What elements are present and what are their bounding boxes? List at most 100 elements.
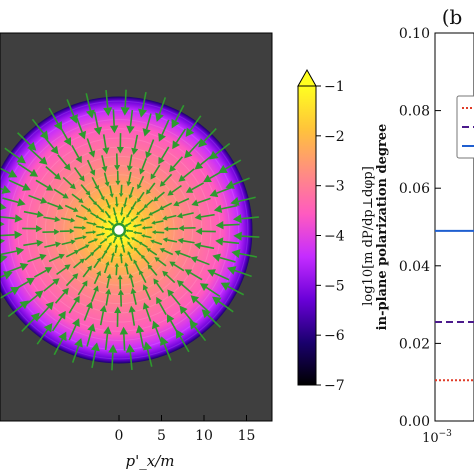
polarization-arrow: [130, 215, 139, 222]
y-tick-label: 0.06: [399, 181, 430, 197]
polarization-arrow: [158, 202, 173, 210]
panel-label-b: (b: [442, 5, 463, 29]
polarization-arrow: [96, 232, 106, 237]
polarization-arrow: [140, 254, 150, 265]
colorbar-ticks: −1 −2 −3 −4 −5 −6 −7: [316, 79, 345, 394]
colorbar-tick-label: −1: [324, 79, 345, 95]
polarization-arrow: [133, 247, 142, 256]
polarization-arrow: [160, 336, 172, 361]
polarization-arrow: [220, 282, 245, 296]
polarization-arrow: [233, 231, 260, 241]
polarization-arrow: [131, 134, 139, 155]
polarization-arrow: [201, 309, 221, 328]
polarization-arrow: [93, 111, 102, 136]
momentum-heatmap-panel: 0 5 10 15 p'_x/m: [0, 32, 273, 470]
polarization-arrow: [125, 344, 135, 370]
polarization-arrow: [75, 214, 88, 221]
polarization-arrow: [184, 269, 203, 281]
polarization-arrow: [77, 280, 88, 296]
colorbar-tick-label: −3: [324, 179, 345, 195]
polarization-arrow: [128, 273, 135, 288]
polarization-arrow: [151, 230, 165, 235]
polarization-arrows: [0, 89, 260, 371]
polarization-arrow: [103, 261, 110, 274]
polarization-arrow: [115, 170, 121, 186]
polarization-arrow: [98, 217, 107, 223]
polarization-arrow: [103, 172, 110, 187]
polarization-arrow: [120, 206, 124, 217]
polarization-arrow: [0, 214, 23, 223]
polarization-arrow: [146, 248, 158, 256]
polarization-arrow: [29, 148, 48, 165]
polarization-arrow: [143, 341, 153, 367]
polarization-arrow: [116, 133, 124, 154]
polarization-arrow: [126, 209, 132, 218]
polarization-arrow: [8, 179, 31, 191]
polarization-arrow: [73, 225, 87, 230]
y-tick-label: 0.04: [399, 259, 430, 275]
contour-ring: [63, 174, 175, 286]
polarization-arrow: [90, 342, 100, 369]
polarization-arrow: [126, 171, 132, 187]
contour-ring: [26, 137, 212, 323]
polarization-arrow: [62, 176, 76, 190]
polarization-arrow: [106, 273, 112, 289]
polarization-arrow: [74, 235, 87, 240]
polarization-arrow: [218, 159, 242, 174]
polarization-arrow: [33, 267, 53, 278]
polarization-arrow: [0, 167, 18, 178]
polarization-arrow: [43, 278, 60, 292]
polarization-arrow: [138, 241, 148, 248]
colorbar-extend-arrow: [297, 68, 317, 87]
polarization-arrow: [106, 233, 114, 238]
polarization-arrow: [189, 320, 207, 342]
polarization-arrow: [143, 199, 154, 209]
polarization-arrow: [88, 195, 98, 206]
polarization-arrow: [109, 109, 119, 134]
polarization-arrow: [17, 162, 39, 177]
y-tick-label: 0.00: [399, 414, 430, 430]
polarization-arrow: [83, 301, 93, 321]
polarization-arrow: [91, 285, 99, 302]
polarization-arrow: [121, 216, 126, 225]
polarization-arrow: [101, 249, 108, 259]
colorbar-tick-label: −5: [324, 278, 345, 294]
polarization-arrow: [141, 234, 152, 239]
polarization-arrow: [0, 286, 20, 300]
contour-ring: [72, 183, 166, 277]
colorbar-gradient: [297, 85, 317, 386]
polarization-arrow: [213, 204, 238, 213]
polarization-arrow: [48, 253, 65, 263]
polarization-arrow: [23, 210, 44, 218]
polarization-arrow: [130, 287, 137, 305]
polarization-arrow: [85, 93, 95, 119]
polarization-arrow: [177, 237, 195, 244]
polarization-arrow: [125, 229, 134, 233]
polarization-arrow: [190, 295, 209, 312]
heatmap-x-ticks: 0 5 10 15: [115, 415, 255, 444]
polarization-arrow: [231, 249, 258, 259]
polarization-arrow: [114, 243, 118, 254]
polarization-arrow: [64, 204, 79, 212]
polarization-arrow: [139, 216, 151, 222]
polarization-arrow: [110, 252, 115, 263]
polarization-arrow: [93, 244, 102, 253]
polarization-arrow: [42, 228, 60, 235]
polarization-arrow: [117, 274, 123, 290]
y-tick-label: 0.10: [399, 26, 430, 42]
colorbar-tick-label: −4: [324, 229, 345, 245]
polarization-arrow: [176, 280, 193, 295]
polarization-arrow: [176, 212, 194, 219]
polarization-arrow: [27, 253, 47, 263]
polarization-arrow: [169, 261, 185, 272]
polarization-arrow: [151, 320, 163, 344]
polarization-arrow: [22, 225, 43, 233]
polarization-arrow: [159, 173, 173, 187]
polarization-arrow: [133, 259, 140, 271]
polarization-arrow: [123, 197, 128, 208]
polarization-arrow: [68, 318, 80, 341]
contour-ring: [8, 119, 230, 341]
polarization-arrow: [162, 237, 178, 243]
polarization-arrow: [150, 239, 163, 246]
